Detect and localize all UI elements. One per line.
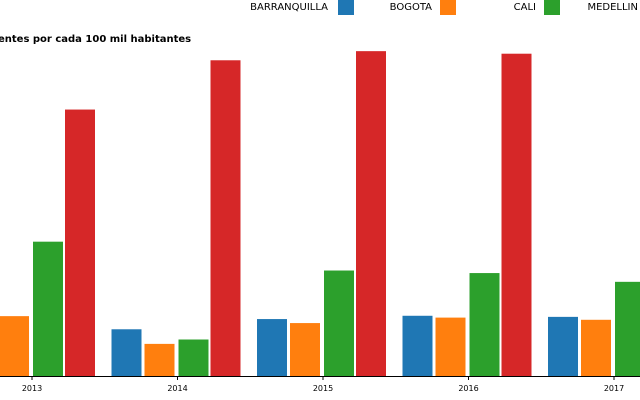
bar-barranquilla-2017[interactable] bbox=[548, 316, 578, 376]
legend-label: BOGOTA bbox=[389, 2, 432, 13]
legend-swatch bbox=[544, 0, 560, 15]
legend-item-cali[interactable]: CALI bbox=[500, 0, 562, 16]
x-tick-label: 2013 bbox=[22, 384, 42, 393]
legend-item-barranquilla[interactable]: BARRANQUILLA bbox=[250, 0, 356, 16]
bar-bogota-2015[interactable] bbox=[290, 323, 320, 376]
legend-swatch bbox=[338, 0, 354, 15]
bar-medellin-2015[interactable] bbox=[356, 51, 386, 377]
bar-bogota-2016[interactable] bbox=[435, 317, 466, 376]
legend-label: CALI bbox=[513, 2, 536, 13]
bar-bogota-2017[interactable] bbox=[581, 319, 611, 376]
bars-layer bbox=[0, 51, 640, 377]
bar-cali-2017[interactable] bbox=[615, 281, 640, 376]
chart-subtitle: entes por cada 100 mil habitantes bbox=[0, 34, 192, 45]
bar-cali-2015[interactable] bbox=[324, 270, 354, 376]
bar-medellin-2013[interactable] bbox=[65, 109, 95, 377]
x-axis-ticks: 2013 2014 2015 2016 2017 bbox=[22, 376, 624, 393]
bar-cali-2016[interactable] bbox=[469, 273, 500, 376]
bar-cali-2014[interactable] bbox=[178, 339, 209, 377]
bar-barranquilla-2015[interactable] bbox=[257, 319, 287, 376]
bar-barranquilla-2016[interactable] bbox=[402, 315, 433, 376]
legend-swatch bbox=[440, 0, 456, 15]
bar-medellin-2016[interactable] bbox=[501, 53, 532, 376]
x-tick-label: 2015 bbox=[313, 384, 333, 393]
legend-item-medellin[interactable]: MEDELLIN bbox=[580, 0, 640, 16]
bar-cali-2013[interactable] bbox=[33, 241, 63, 376]
bar-medellin-2014[interactable] bbox=[210, 60, 241, 377]
legend-item-bogota[interactable]: BOGOTA bbox=[370, 0, 458, 16]
bar-barranquilla-2014[interactable] bbox=[111, 329, 142, 376]
bar-bogota-2014[interactable] bbox=[144, 343, 175, 376]
x-tick-label: 2017 bbox=[604, 384, 624, 393]
x-tick-label: 2016 bbox=[458, 384, 478, 393]
legend-label: BARRANQUILLA bbox=[250, 2, 328, 13]
legend-label: MEDELLIN bbox=[587, 2, 638, 13]
x-tick-label: 2014 bbox=[167, 384, 187, 393]
bar-bogota-2013[interactable] bbox=[0, 316, 29, 376]
